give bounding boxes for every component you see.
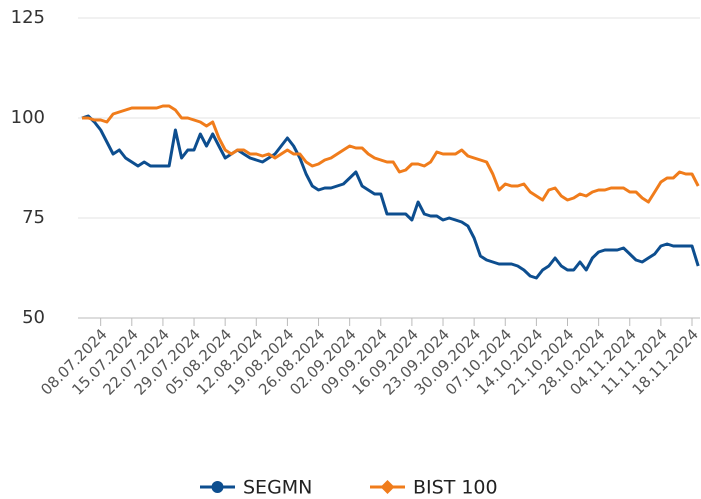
legend-label: BIST 100 — [413, 477, 498, 499]
line-series — [82, 104, 700, 204]
y-tick-label: 125 — [11, 7, 45, 28]
line-series — [81, 114, 700, 280]
legend-item: BIST 100 — [370, 477, 498, 499]
y-tick-label: 50 — [22, 307, 45, 328]
y-tick-label: 75 — [22, 207, 45, 228]
legend-label: SEGMN — [243, 477, 312, 499]
legend-marker — [380, 480, 395, 494]
legend-item: SEGMN — [200, 477, 312, 499]
legend-marker — [211, 481, 224, 493]
y-tick-label: 100 — [11, 107, 45, 128]
